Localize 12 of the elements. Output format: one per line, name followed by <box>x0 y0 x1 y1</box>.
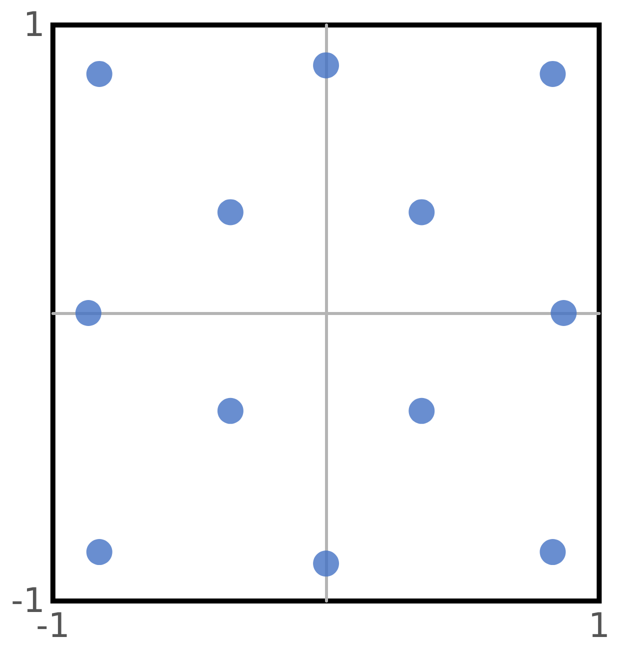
point <box>550 300 577 326</box>
point <box>75 300 102 326</box>
point <box>313 52 340 78</box>
point <box>86 539 112 566</box>
point <box>408 398 435 424</box>
point <box>408 199 435 226</box>
point <box>313 550 340 577</box>
point <box>540 60 566 87</box>
point <box>217 398 244 424</box>
point <box>217 199 244 226</box>
point <box>86 60 112 87</box>
point <box>540 539 566 566</box>
